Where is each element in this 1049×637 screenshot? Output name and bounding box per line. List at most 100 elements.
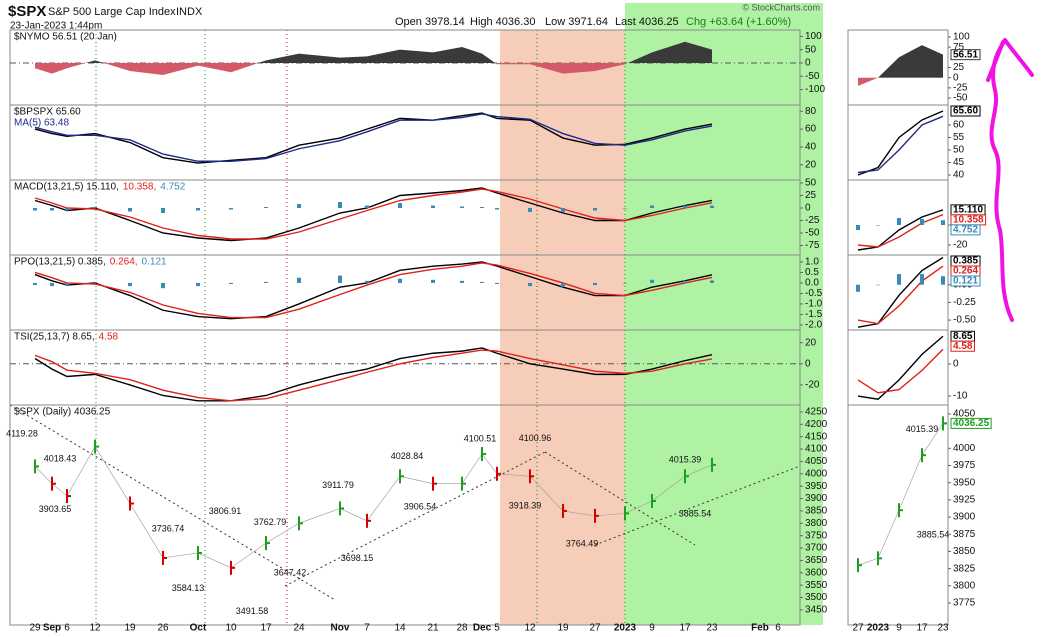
x-tick-label: 19 xyxy=(124,623,136,634)
histogram-bar xyxy=(128,208,132,212)
area xyxy=(858,45,943,78)
panel xyxy=(34,112,713,164)
price-bar xyxy=(197,545,202,560)
x-tick-label: 2023 xyxy=(867,623,890,634)
histogram-bar xyxy=(920,274,924,285)
y-tick-label: -1.0 xyxy=(805,299,823,310)
price-annotation: 3806.91 xyxy=(209,506,242,516)
series-line xyxy=(857,110,944,176)
x-tick-label: 19 xyxy=(557,623,569,634)
y-tick-label: 3450 xyxy=(805,605,828,616)
x-tick-label: 27 xyxy=(589,623,601,634)
histogram-bar xyxy=(196,282,200,287)
price-bar xyxy=(432,476,437,491)
x-tick-label: 17 xyxy=(260,623,272,634)
index-name: S&P 500 Large Cap Index xyxy=(48,6,176,18)
price-bar xyxy=(877,551,882,566)
series-line xyxy=(857,348,944,394)
price-annotation: 4100.51 xyxy=(464,433,497,443)
histogram-bar xyxy=(33,282,37,286)
series-line xyxy=(34,187,713,242)
y-tick-label: 20 xyxy=(805,159,817,170)
x-tick-label: 9 xyxy=(649,623,655,634)
x-tick-label: 23 xyxy=(937,623,949,634)
quote-high: High 4036.30 xyxy=(470,16,535,28)
histogram-bar xyxy=(460,206,464,208)
x-tick-label: Nov xyxy=(331,623,350,634)
panel xyxy=(33,187,714,242)
y-tick-label: -20 xyxy=(953,240,968,251)
panel xyxy=(857,416,947,573)
histogram-bar xyxy=(338,202,342,208)
price-bar xyxy=(339,501,344,516)
x-tick-label: 23 xyxy=(706,623,718,634)
price-bar xyxy=(857,558,862,573)
histogram-bar xyxy=(561,282,565,288)
y-tick-label: 80 xyxy=(805,106,817,117)
price-annotation: 3698.15 xyxy=(341,553,374,563)
price-bar xyxy=(461,476,466,491)
y-tick-label: 4150 xyxy=(805,431,828,442)
price-bar xyxy=(51,476,56,491)
watermark: © StockCharts.com xyxy=(742,2,820,12)
panel xyxy=(858,45,943,86)
y-tick-label: 55 xyxy=(953,132,965,143)
last-value-box xyxy=(950,340,975,352)
y-tick-label: -10 xyxy=(953,391,968,402)
y-tick-label: 75 xyxy=(953,42,965,53)
histogram-bar xyxy=(876,225,880,226)
panel-label: 4.752 xyxy=(160,182,185,193)
histogram-bar xyxy=(33,208,37,211)
histogram-bar xyxy=(683,205,687,208)
price-bar xyxy=(921,448,926,463)
y-tick-label: 50 xyxy=(805,44,817,55)
price-annotation: 3885.54 xyxy=(679,508,712,518)
panel xyxy=(856,209,945,251)
histogram-bar xyxy=(50,282,54,287)
price-bar xyxy=(898,503,903,518)
highlight-orange xyxy=(500,30,625,625)
price-annotation: 3736.74 xyxy=(152,523,185,533)
histogram-bar xyxy=(920,219,924,225)
price-annotation: 3906.54 xyxy=(404,501,437,511)
last-value-label: 4.752 xyxy=(953,225,978,236)
series-line xyxy=(857,209,944,251)
price-annotation: 4015.39 xyxy=(669,454,702,464)
x-tick-label: Sep xyxy=(43,623,61,634)
histogram-bar xyxy=(264,281,268,283)
x-tick-label: 12 xyxy=(89,623,101,634)
price-bar xyxy=(366,513,371,528)
price-bar xyxy=(66,489,71,504)
y-tick-label: 3750 xyxy=(805,530,828,541)
last-value-label: 65.60 xyxy=(953,106,978,117)
y-tick-label: 3775 xyxy=(953,598,976,609)
y-tick-label: 3700 xyxy=(805,543,828,554)
quote-last: Last 4036.25 xyxy=(615,16,679,28)
histogram-bar xyxy=(50,208,54,211)
series-line xyxy=(34,112,713,164)
price-annotation: 3885.54 xyxy=(917,529,950,539)
histogram-bar xyxy=(528,282,532,287)
price-annotation: 3491.58 xyxy=(236,606,269,616)
area xyxy=(35,41,712,63)
x-tick-label: 27 xyxy=(852,623,864,634)
last-value-box xyxy=(950,224,981,236)
y-tick-label: 4000 xyxy=(805,468,828,479)
y-tick-label: -75 xyxy=(805,240,820,251)
last-value-box xyxy=(950,275,981,287)
series-line xyxy=(34,113,713,162)
histogram-bar xyxy=(710,280,714,283)
y-tick-label: -50 xyxy=(953,93,968,104)
histogram-bar xyxy=(65,282,69,286)
y-tick-label: 3900 xyxy=(953,512,976,523)
histogram-bar xyxy=(93,207,97,208)
series-line xyxy=(857,256,944,328)
histogram-bar xyxy=(623,208,627,209)
y-tick-label: 1.0 xyxy=(805,257,819,268)
x-tick-label: 17 xyxy=(679,623,691,634)
panel-frame xyxy=(847,404,949,626)
series-line xyxy=(857,213,944,248)
price-bar xyxy=(529,469,534,484)
price-bar xyxy=(399,469,404,484)
